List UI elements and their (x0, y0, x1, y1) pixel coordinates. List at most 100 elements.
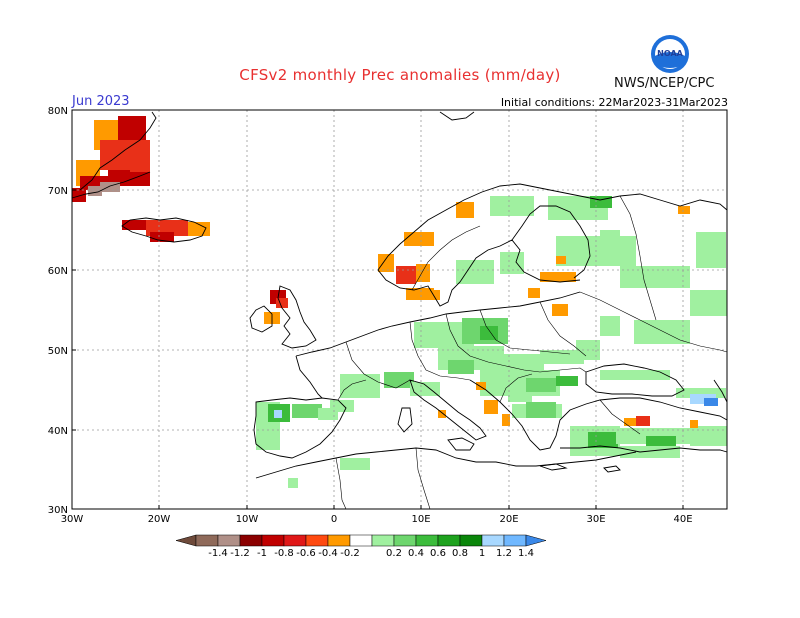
anomaly-cell-brown (88, 186, 102, 196)
country-borders (335, 195, 728, 510)
anomaly-cell-orange (404, 232, 434, 246)
colorbar-swatch (437, 534, 461, 547)
lat-label: 80N (48, 106, 68, 117)
anomaly-cell-dark-red (150, 232, 174, 242)
lat-label: 40N (48, 426, 68, 437)
anomaly-cell-dark-red (72, 188, 86, 202)
anomaly-cell-light-blue (690, 394, 716, 404)
anomaly-cell-orange (502, 414, 510, 426)
anomaly-cell-mid-green (590, 196, 612, 208)
anomaly-cell-red (276, 298, 288, 308)
colorbar-swatch (371, 534, 395, 547)
anomaly-cell-green (526, 378, 556, 392)
anomaly-cell-light-green (600, 230, 620, 244)
colorbar-label: 0.4 (408, 548, 424, 559)
anomaly-cell-orange (188, 222, 210, 236)
anomaly-cell-light-green (490, 196, 534, 216)
anomaly-cell-mid-green (556, 376, 578, 386)
anomaly-cell-blue (704, 398, 718, 406)
lat-label: 50N (48, 346, 68, 357)
anomaly-cell-red (130, 148, 150, 172)
colorbar-swatch (305, 534, 329, 547)
colorbar-label: -0.2 (340, 548, 360, 559)
anomaly-cell-dark-red (118, 116, 146, 140)
colorbar-label: -0.8 (274, 548, 294, 559)
anomaly-cell-light-green (600, 370, 670, 380)
colorbar-label: -1 (257, 548, 267, 559)
anomaly-cell-green (448, 360, 474, 374)
anomaly-cell-orange (690, 420, 698, 428)
lon-label: 10E (411, 514, 430, 525)
anomaly-cell-light-green (676, 388, 726, 398)
colorbar-label: 0.8 (452, 548, 468, 559)
colorbar-swatch (239, 534, 263, 547)
anomaly-cell-light-green (456, 260, 494, 284)
colorbar-label: 1 (479, 548, 485, 559)
anomaly-cell-orange (378, 254, 394, 272)
colorbar-label: 0.2 (386, 548, 402, 559)
anomaly-cell-brown (100, 182, 120, 192)
agency-label: NWS/NCEP/CPC (614, 76, 715, 91)
colorbar-label: -1.4 (208, 548, 228, 559)
colorbar-label: 1.4 (518, 548, 534, 559)
anomaly-cell-light-green (500, 252, 524, 274)
anomaly-cell-orange (476, 382, 486, 390)
anomaly-cell-orange (438, 410, 446, 418)
colorbar-label: -0.4 (318, 548, 338, 559)
coastlines (71, 111, 728, 479)
anomaly-cell-red (636, 416, 650, 426)
anomaly-cell-red (396, 266, 416, 284)
lat-label: 70N (48, 186, 68, 197)
lat-label: 60N (48, 266, 68, 277)
lat-label: 30N (48, 505, 68, 516)
colorbar-swatch (481, 534, 505, 547)
anomaly-cell-dark-red (122, 220, 146, 230)
colorbar-swatch (283, 534, 307, 547)
colorbar-swatch (503, 534, 527, 547)
anomaly-cell-light-blue (274, 410, 282, 418)
anomaly-cell-light-green (620, 446, 680, 458)
anomaly-cell-orange (456, 202, 474, 218)
anomaly-cell-light-green (540, 350, 584, 364)
colorbar-swatch (393, 534, 417, 547)
lon-label: 40E (673, 514, 692, 525)
anomaly-cell-green (384, 372, 414, 388)
forecast-month: Jun 2023 (72, 94, 130, 109)
colorbar-label: 0.6 (430, 548, 446, 559)
lon-label: 30W (61, 514, 84, 525)
anomaly-patches (72, 116, 727, 488)
anomaly-cell-orange (678, 206, 690, 214)
anomaly-cell-light-green (410, 382, 440, 396)
anomaly-cell-light-green (330, 400, 354, 412)
colorbar-swatch (327, 534, 351, 547)
anomaly-cell-orange (416, 264, 430, 282)
colorbar-swatch (195, 534, 219, 547)
colorbar-label: 1.2 (496, 548, 512, 559)
anomaly-cell-orange (432, 290, 440, 300)
colorbar-swatch (261, 534, 285, 547)
lon-label: 0 (331, 514, 337, 525)
anomaly-cell-mid-green (480, 326, 498, 340)
map-title: CFSv2 monthly Prec anomalies (mm/day) (239, 66, 561, 84)
anomaly-cell-orange (540, 272, 576, 282)
colorbar-low-arrow (175, 534, 197, 547)
anomaly-cell-orange (556, 256, 566, 264)
anomaly-cell-light-green (690, 426, 727, 446)
colorbar-swatch (217, 534, 241, 547)
lon-label: 30E (586, 514, 605, 525)
anomaly-cell-green (526, 402, 556, 418)
anomaly-cell-orange (484, 400, 498, 414)
colorbar-label: -1.2 (230, 548, 250, 559)
noaa-logo-icon: NOAA (651, 35, 689, 73)
initial-conditions: Initial conditions: 22Mar2023-31Mar2023 (500, 96, 728, 109)
anomaly-cell-orange (528, 288, 540, 298)
anomaly-cell-light-green (620, 266, 690, 288)
anomaly-cell-orange (624, 418, 636, 426)
anomaly-cell-light-green (696, 232, 726, 268)
lon-label: 10W (236, 514, 259, 525)
map-frame (71, 109, 728, 510)
anomaly-cell-light-green (340, 374, 380, 398)
svg-text:NOAA: NOAA (657, 49, 683, 58)
lon-label: 20E (499, 514, 518, 525)
